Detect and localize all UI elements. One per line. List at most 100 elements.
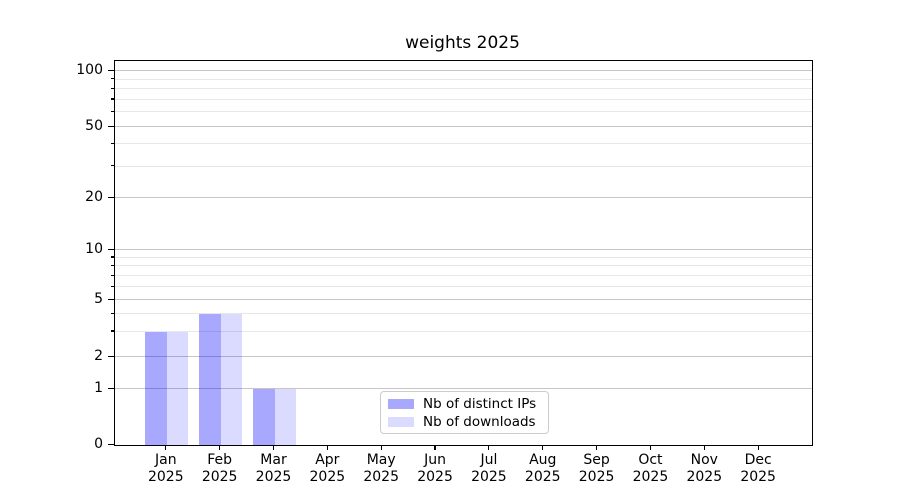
x-tick-mark-feb bbox=[219, 445, 221, 451]
gridline-minor-9 bbox=[115, 256, 812, 258]
x-tick-year: 2025 bbox=[471, 469, 507, 485]
x-tick-label-jun: Jun 2025 bbox=[408, 452, 462, 486]
gridline-minor-90 bbox=[115, 78, 812, 80]
y-tick-label-0: 0 bbox=[94, 436, 103, 452]
x-tick-year: 2025 bbox=[632, 469, 669, 485]
gridline-minor-6 bbox=[115, 286, 812, 288]
y-tick-label-20: 20 bbox=[85, 189, 103, 205]
x-tick-month: Nov bbox=[690, 452, 718, 468]
y-minor-tick-mark-3 bbox=[111, 330, 114, 332]
gridline-major-100 bbox=[115, 70, 812, 72]
x-tick-year: 2025 bbox=[578, 469, 615, 485]
x-tick-year: 2025 bbox=[363, 469, 399, 485]
x-tick-label-nov: Nov 2025 bbox=[677, 452, 731, 486]
legend-swatch-downloads bbox=[388, 417, 414, 427]
gridline-major-10 bbox=[115, 249, 812, 251]
gridline-minor-3 bbox=[115, 330, 812, 332]
y-tick-label-50: 50 bbox=[85, 118, 103, 134]
y-minor-tick-mark-6 bbox=[111, 285, 114, 287]
x-tick-year: 2025 bbox=[686, 469, 723, 485]
y-tick-mark-0 bbox=[108, 443, 114, 445]
gridline-major-50 bbox=[115, 126, 812, 128]
x-tick-mark-oct bbox=[649, 445, 652, 451]
gridline-major-2 bbox=[115, 356, 812, 358]
x-tick-month: May bbox=[366, 452, 396, 468]
gridline-minor-8 bbox=[115, 265, 812, 267]
x-tick-label-may: May 2025 bbox=[354, 452, 408, 486]
x-tick-year: 2025 bbox=[147, 469, 184, 485]
x-tick-month: Oct bbox=[638, 452, 663, 468]
y-minor-tick-mark-8 bbox=[111, 264, 114, 267]
y-tick-mark-5 bbox=[108, 298, 114, 300]
gridline-minor-4 bbox=[115, 313, 812, 315]
x-tick-mark-jul bbox=[488, 445, 490, 451]
legend-item-distinct-ips: Nb of distinct IPs bbox=[388, 395, 548, 413]
x-tick-label-aug: Aug 2025 bbox=[516, 452, 570, 486]
y-minor-tick-mark-70 bbox=[111, 98, 114, 100]
y-tick-mark-100 bbox=[108, 69, 114, 71]
x-tick-mark-jun bbox=[434, 445, 436, 451]
gridline-major-20 bbox=[115, 197, 812, 199]
y-tick-label-1: 1 bbox=[94, 380, 103, 396]
x-tick-month: Mar bbox=[260, 452, 287, 468]
x-tick-year: 2025 bbox=[309, 469, 346, 485]
gridline-minor-60 bbox=[115, 111, 812, 113]
y-tick-label-5: 5 bbox=[94, 291, 103, 308]
y-minor-tick-mark-9 bbox=[111, 256, 114, 258]
x-tick-year: 2025 bbox=[417, 469, 453, 485]
bar-nb-of-distinct-ips-feb bbox=[199, 314, 221, 445]
y-minor-tick-mark-4 bbox=[111, 312, 114, 314]
y-minor-tick-mark-60 bbox=[111, 110, 114, 113]
x-tick-label-jul: Jul 2025 bbox=[462, 452, 516, 486]
bar-nb-of-downloads-feb bbox=[220, 314, 243, 445]
gridline-minor-7 bbox=[115, 275, 812, 277]
y-minor-tick-mark-30 bbox=[111, 165, 114, 167]
x-tick-label-sep: Sep 2025 bbox=[570, 452, 624, 486]
bar-nb-of-downloads-mar bbox=[274, 389, 296, 445]
x-tick-month: Jan bbox=[155, 452, 177, 468]
y-tick-mark-20 bbox=[108, 196, 114, 198]
x-tick-label-oct: Oct 2025 bbox=[623, 452, 677, 486]
x-tick-mark-may bbox=[380, 445, 382, 451]
legend-swatch-distinct-ips bbox=[388, 399, 414, 409]
gridline-major-5 bbox=[115, 299, 812, 301]
y-minor-tick-mark-80 bbox=[111, 87, 114, 89]
x-tick-year: 2025 bbox=[524, 469, 561, 485]
y-tick-label-10: 10 bbox=[85, 241, 103, 258]
legend-label-distinct-ips: Nb of distinct IPs bbox=[423, 396, 537, 412]
x-tick-mark-mar bbox=[272, 445, 275, 451]
gridline-minor-80 bbox=[115, 88, 812, 90]
plot-area: Nb of distinct IPs Nb of downloads bbox=[114, 60, 813, 446]
gridline-major-1 bbox=[115, 388, 812, 390]
chart-title: weights 2025 bbox=[405, 33, 520, 53]
gridline-minor-40 bbox=[115, 143, 812, 145]
bar-nb-of-downloads-jan bbox=[166, 331, 189, 445]
y-tick-label-2: 2 bbox=[94, 348, 103, 365]
bar-nb-of-distinct-ips-mar bbox=[253, 389, 275, 445]
x-tick-label-dec: Dec 2025 bbox=[731, 452, 785, 486]
x-tick-month: Jul bbox=[480, 452, 498, 468]
x-tick-mark-nov bbox=[703, 445, 705, 451]
y-tick-mark-10 bbox=[108, 248, 114, 250]
y-minor-tick-mark-7 bbox=[111, 274, 114, 276]
y-tick-mark-1 bbox=[108, 387, 114, 389]
x-tick-label-feb: Feb 2025 bbox=[193, 452, 247, 486]
x-tick-label-apr: Apr 2025 bbox=[300, 452, 354, 486]
gridline-minor-30 bbox=[115, 165, 812, 167]
x-tick-mark-dec bbox=[757, 445, 759, 451]
x-tick-mark-aug bbox=[542, 445, 544, 451]
x-tick-year: 2025 bbox=[740, 469, 776, 485]
legend-item-downloads: Nb of downloads bbox=[388, 413, 548, 431]
y-minor-tick-mark-40 bbox=[111, 142, 114, 144]
x-tick-month: Apr bbox=[315, 452, 340, 468]
y-minor-tick-mark-90 bbox=[111, 78, 114, 80]
y-tick-label-100: 100 bbox=[76, 62, 103, 79]
bar-nb-of-distinct-ips-jan bbox=[145, 331, 167, 445]
x-tick-mark-sep bbox=[596, 445, 598, 451]
x-tick-month: Sep bbox=[583, 452, 610, 468]
x-tick-label-jan: Jan 2025 bbox=[139, 452, 193, 486]
x-tick-month: Jun bbox=[424, 452, 446, 468]
x-tick-label-mar: Mar 2025 bbox=[247, 452, 301, 486]
x-tick-month: Dec bbox=[744, 452, 772, 468]
